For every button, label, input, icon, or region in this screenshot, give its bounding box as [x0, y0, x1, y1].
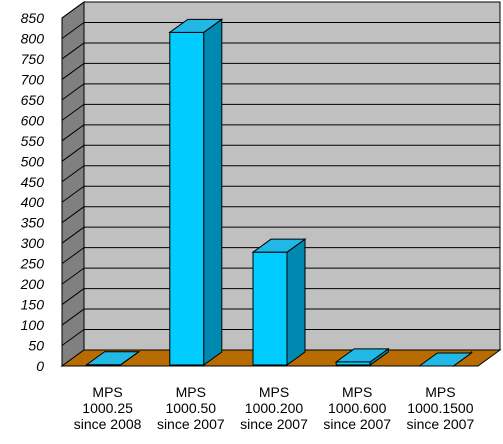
y-tick-label: 200 — [20, 276, 45, 292]
y-tick-label: 300 — [21, 235, 45, 251]
gridline-side — [61, 165, 85, 183]
bar-top — [168, 18, 224, 33]
y-tick-label: 700 — [21, 71, 45, 87]
bar-side — [286, 238, 306, 366]
gridline-side — [61, 329, 85, 346]
bar — [252, 251, 288, 366]
bar-side — [203, 18, 223, 366]
gridline-side — [61, 308, 85, 326]
bar-top — [417, 352, 473, 367]
gridline-side — [61, 83, 85, 101]
gridline-side — [61, 185, 85, 203]
gridline-side — [61, 144, 85, 162]
gridline-side — [61, 267, 85, 285]
y-tick-label: 450 — [21, 174, 45, 190]
gridline-side — [61, 206, 85, 224]
gridline-side — [61, 124, 85, 142]
bar-top — [85, 351, 141, 366]
y-tick-label: 800 — [21, 30, 45, 46]
gridline-side — [61, 103, 85, 121]
y-tick-label: 350 — [21, 215, 45, 231]
gridline-side — [61, 22, 85, 39]
gridline-side — [61, 247, 85, 265]
gridline-side — [61, 226, 85, 244]
y-tick-label: 500 — [21, 153, 45, 169]
y-tick-label: 650 — [21, 92, 45, 108]
y-tick-label: 150 — [21, 297, 45, 313]
gridline-side — [61, 42, 85, 60]
gridline-side — [61, 63, 85, 80]
y-tick-label: 400 — [21, 194, 45, 210]
y-tick-label: 0 — [36, 358, 44, 374]
gridline-side — [61, 1, 85, 19]
bar-top — [334, 348, 390, 363]
y-tick-label: 850 — [21, 10, 45, 26]
y-tick-label: 550 — [21, 133, 45, 149]
gridline-side — [61, 288, 85, 305]
y-tick-label: 50 — [28, 338, 44, 354]
y-tick-label: 750 — [21, 51, 45, 67]
y-tick-label: 600 — [21, 112, 45, 128]
y-tick-label: 250 — [20, 256, 45, 272]
y-tick-label: 100 — [21, 317, 45, 333]
bar — [169, 31, 205, 366]
bar-top — [251, 238, 307, 253]
